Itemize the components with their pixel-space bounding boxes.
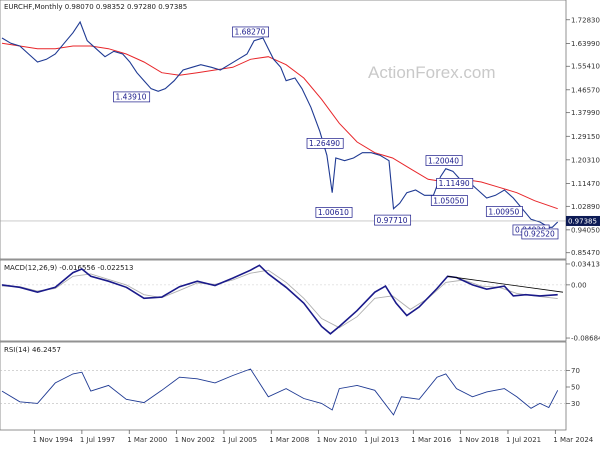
price-y-tick-label: 1.29150 [571, 133, 600, 141]
x-tick-label: 1 Jul 2021 [506, 436, 541, 444]
rsi-panel [0, 341, 567, 431]
price-y-tick-label: 1.72830 [571, 16, 600, 24]
macd-y-tick-label: 0.034137 [571, 260, 600, 268]
annotation-box [113, 91, 151, 103]
x-tick-label: 1 Nov 2002 [175, 436, 215, 444]
last-price-label: 0.97385 [568, 217, 597, 225]
macd-y-tick-label: -0.086849 [571, 335, 600, 343]
price-panel [0, 0, 567, 260]
rsi-y-tick-label: 30 [571, 400, 580, 408]
x-axis: 1 Nov 1994 1 Jul 1997 1 Mar 2000 1 Nov 2002… [33, 430, 594, 444]
rsi-y-tick-label: 70 [571, 367, 580, 375]
annotation-label: 0.92520 [524, 230, 555, 239]
annotation-box [425, 155, 463, 166]
annotation-label: 1.20040 [428, 156, 459, 165]
x-tick-label: 1 Jul 1997 [80, 436, 115, 444]
macd-plot [0, 264, 566, 335]
annotation-label: 1.26490 [309, 139, 340, 148]
x-tick-label: 1 Mar 2024 [553, 436, 593, 444]
macd-y-tick-label: 0.00 [571, 281, 587, 289]
rsi-header: RSI(14) 46.2457 [4, 346, 61, 354]
macd-line [1, 264, 558, 335]
price-y-tick-label: 0.94050 [571, 226, 600, 234]
annotation-box [521, 228, 559, 240]
rsi-plot [0, 368, 566, 416]
annotation-box [315, 207, 353, 218]
x-tick-label: 1 Nov 2010 [317, 436, 357, 444]
macd-header: MACD(12,26,9) -0.016556 -0.022513 [4, 264, 133, 272]
annotation-label: 1.11490 [439, 179, 470, 188]
annotation-box [306, 138, 344, 149]
price-y-tick-label: 1.37990 [571, 109, 600, 117]
last-price-box [566, 215, 600, 226]
rsi-line [1, 368, 559, 416]
watermark: ActionForex.com [368, 63, 496, 82]
price-y-tick-label: 1.63990 [571, 40, 600, 48]
price-y-tick-label: 1.55410 [571, 63, 600, 71]
rsi-y-tick-label: 50 [571, 384, 580, 392]
annotation-label: 1.00610 [318, 208, 349, 217]
price-y-tick-label: 1.20310 [571, 156, 600, 164]
price-annotations: 1.68270 1.43910 1.26490 1.00610 0.97710 1.200… [113, 26, 559, 240]
annotation-box [485, 206, 523, 217]
price-header: EURCHF,Monthly 0.98070 0.98352 0.97280 0… [4, 3, 187, 11]
annotation-box [430, 195, 468, 206]
price-y-tick-label: 1.11470 [571, 180, 600, 188]
annotation-label: 1.05050 [433, 196, 464, 205]
x-tick-label: 1 Jul 2005 [222, 436, 257, 444]
macd-panel [0, 259, 567, 342]
x-tick-label: 1 Mar 2008 [269, 436, 309, 444]
annotation-label: 0.97710 [376, 216, 407, 225]
annotation-box [436, 178, 474, 189]
x-tick-label: 1 Mar 2016 [411, 436, 451, 444]
price-y-tick-label: 1.46570 [571, 86, 600, 94]
x-tick-label: 1 Nov 2018 [459, 436, 499, 444]
price-y-axis: 1.72830 1.63990 1.55410 1.46570 1.37990 1.291… [566, 16, 600, 257]
annotation-box [374, 214, 412, 226]
price-y-tick-label: 0.85470 [571, 249, 600, 257]
macd-y-axis: 0.034137 0.00 -0.086849 [566, 260, 600, 343]
x-tick-label: 1 Jul 2013 [364, 436, 399, 444]
annotation-label: 1.00950 [488, 207, 519, 216]
macd-trendline [447, 275, 564, 293]
annotation-box [232, 26, 269, 38]
annotation-label: 1.43910 [115, 93, 146, 102]
rsi-y-axis: 70 50 30 [566, 367, 580, 408]
annotation-label: 1.68270 [234, 28, 265, 37]
macd-signal-line [1, 269, 558, 329]
x-tick-label: 1 Nov 1994 [33, 436, 74, 444]
price-y-tick-label: 1.02890 [571, 203, 600, 211]
x-tick-label: 1 Mar 2000 [127, 436, 167, 444]
